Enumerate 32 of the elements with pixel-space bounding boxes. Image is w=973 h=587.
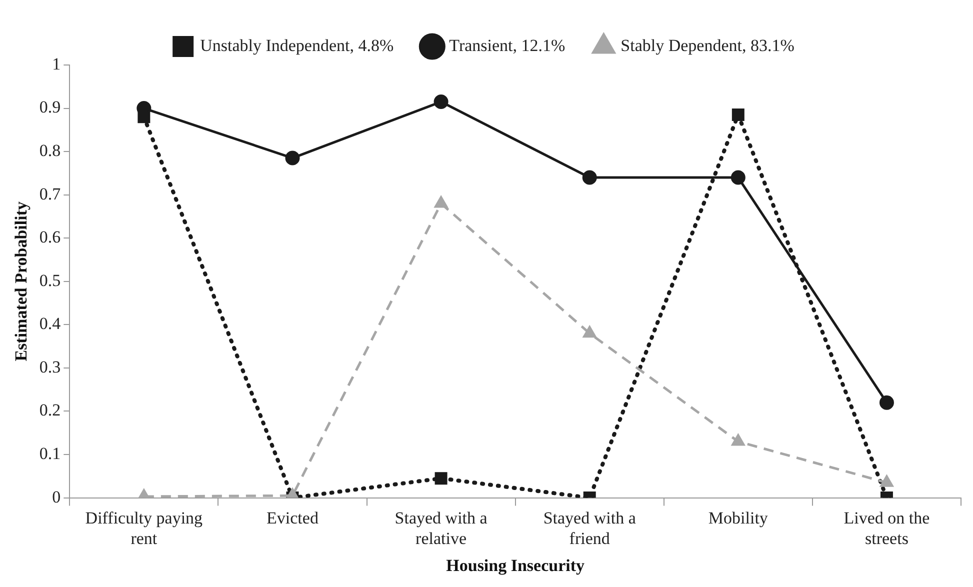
x-tick-label: Stayed with a relative bbox=[394, 508, 488, 548]
y-tick-label: 0.1 bbox=[39, 444, 61, 463]
x-tick-label: Difficulty paying rent bbox=[85, 508, 204, 548]
x-tick-label: Evicted bbox=[266, 508, 319, 528]
x-tick-label: Stayed with a friend bbox=[543, 508, 636, 548]
point bbox=[285, 150, 300, 166]
y-tick-label: 0.3 bbox=[39, 357, 61, 376]
y-tick-label: 0.6 bbox=[39, 228, 61, 247]
legend-label: Unstably Independent, 4.8% bbox=[200, 36, 394, 55]
point bbox=[880, 475, 894, 487]
y-tick-label: 0.4 bbox=[39, 314, 62, 334]
y-tick-label: 0.8 bbox=[39, 141, 61, 160]
y-tick-label: 1 bbox=[52, 54, 61, 74]
point bbox=[730, 170, 746, 185]
y-tick-label: 0.5 bbox=[39, 270, 61, 290]
point bbox=[434, 196, 448, 208]
legend-label: Transient, 12.1% bbox=[449, 36, 566, 55]
y-tick-label: 0.2 bbox=[39, 400, 61, 420]
point bbox=[434, 94, 448, 110]
y-axis-title: Estimated Probability bbox=[12, 201, 31, 362]
legend-label: Stably Dependent, 83.1% bbox=[620, 36, 794, 55]
point bbox=[732, 434, 745, 446]
x-tick-label: Lived on the streets bbox=[844, 508, 930, 548]
point bbox=[582, 170, 597, 185]
y-tick-label: 0.9 bbox=[39, 98, 61, 117]
x-axis-title: Housing Insecurity bbox=[446, 556, 586, 576]
y-tick-label: 0.7 bbox=[39, 184, 62, 204]
y-tick-label: 0 bbox=[52, 487, 61, 506]
x-tick-label: Mobility bbox=[708, 508, 768, 528]
point bbox=[583, 326, 596, 338]
point bbox=[286, 488, 299, 498]
point bbox=[732, 108, 744, 122]
